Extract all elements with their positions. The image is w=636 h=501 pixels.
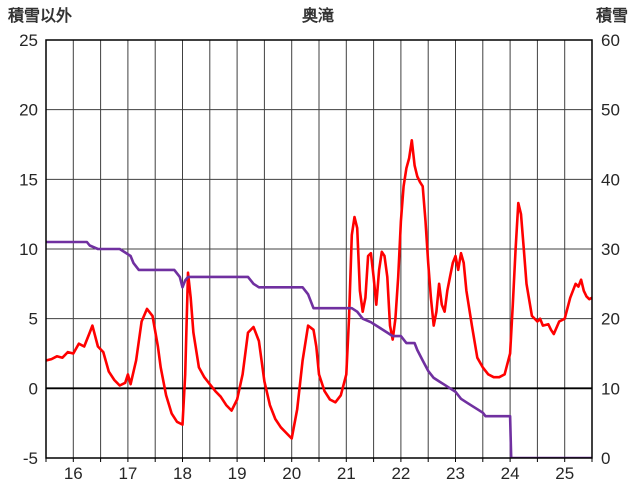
x-axis-tick-label: 18: [173, 464, 192, 483]
x-axis-tick-label: 25: [555, 464, 574, 483]
right-axis-tick-label: 20: [601, 310, 620, 329]
left-axis-title: 積雪以外: [7, 6, 72, 25]
right-axis-tick-label: 50: [601, 101, 620, 120]
x-axis-tick-label: 17: [118, 464, 137, 483]
right-axis-tick-label: 30: [601, 240, 620, 259]
x-axis-tick-label: 24: [501, 464, 520, 483]
temperature-series-line: [46, 139, 592, 440]
snow-depth-series-line: [46, 240, 592, 458]
left-axis-tick-label: 20: [19, 101, 38, 120]
left-axis-tick-label: 0: [29, 379, 38, 398]
right-axis-tick-label: 40: [601, 170, 620, 189]
left-axis-tick-label: 25: [19, 31, 38, 50]
left-axis-tick-label: 5: [29, 310, 38, 329]
x-axis-tick-label: 19: [228, 464, 247, 483]
left-axis-tick-label: 10: [19, 240, 38, 259]
right-axis-tick-label: 10: [601, 379, 620, 398]
right-axis-tick-label: 0: [601, 449, 610, 468]
right-axis-title: 積雪: [595, 6, 628, 25]
x-axis-tick-label: 16: [64, 464, 83, 483]
x-axis-tick-label: 20: [282, 464, 301, 483]
x-axis-tick-label: 21: [337, 464, 356, 483]
x-axis-tick-label: 23: [446, 464, 465, 483]
x-axis-tick-label: 22: [391, 464, 410, 483]
plot-frame: [45, 39, 593, 459]
left-axis-tick-label: -5: [23, 449, 38, 468]
left-axis-tick-label: 15: [19, 170, 38, 189]
right-axis-tick-label: 60: [601, 31, 620, 50]
chart-title: 奥滝: [302, 6, 334, 25]
